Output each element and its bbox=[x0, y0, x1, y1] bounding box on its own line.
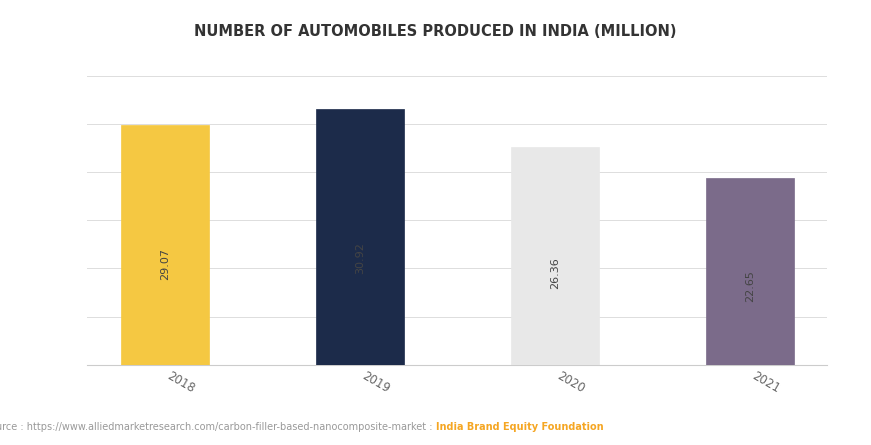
Bar bbox=[511, 147, 598, 365]
Text: 22.65: 22.65 bbox=[745, 271, 755, 302]
Bar bbox=[706, 178, 793, 365]
Text: India Brand Equity Foundation: India Brand Equity Foundation bbox=[436, 422, 603, 432]
Bar bbox=[316, 109, 403, 365]
Text: Report Code : A03083  |  Source : https://www.alliedmarketresearch.com/carbon-fi: Report Code : A03083 | Source : https://… bbox=[0, 422, 436, 433]
Text: 29.07: 29.07 bbox=[159, 248, 170, 280]
Bar bbox=[121, 125, 208, 365]
Text: NUMBER OF AUTOMOBILES PRODUCED IN INDIA (MILLION): NUMBER OF AUTOMOBILES PRODUCED IN INDIA … bbox=[194, 24, 677, 39]
Text: 26.36: 26.36 bbox=[550, 258, 560, 289]
Text: 30.92: 30.92 bbox=[354, 242, 365, 274]
